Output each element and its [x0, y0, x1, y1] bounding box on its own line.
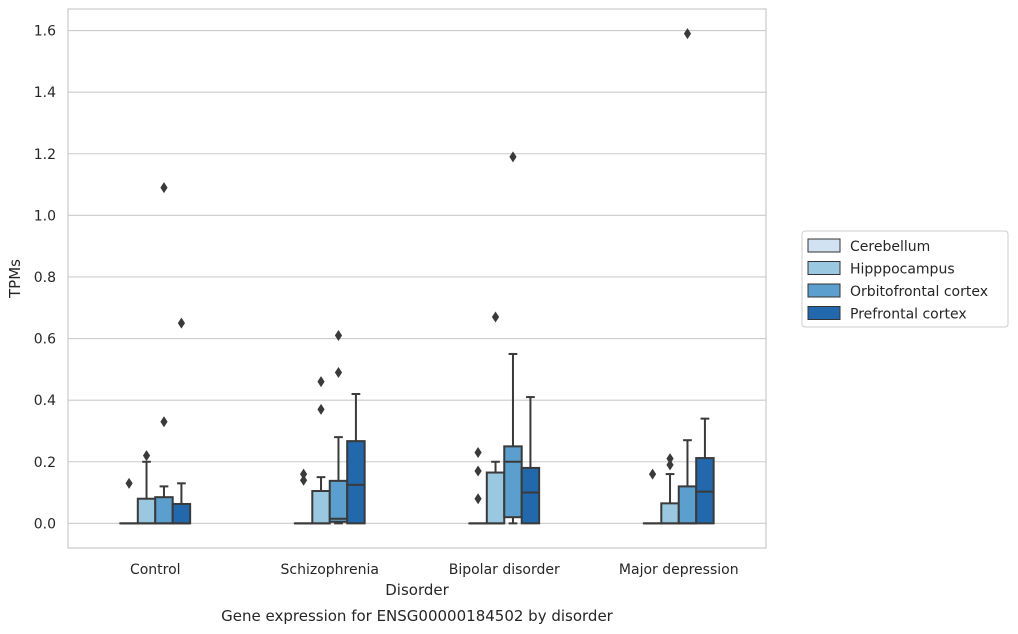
y-tick-label: 1.0 — [34, 208, 56, 224]
y-tick-label: 1.2 — [34, 147, 56, 163]
box-body — [171, 502, 192, 525]
box-2-1 — [328, 329, 349, 525]
x-tick-label: Schizophrenia — [281, 562, 379, 578]
outlier-point — [666, 459, 674, 471]
y-tick-label: 1.4 — [34, 85, 56, 101]
y-tick-label: 0.6 — [34, 332, 56, 348]
box-1-2 — [485, 311, 506, 525]
chart-caption: Gene expression for ENSG00000184502 by d… — [221, 607, 614, 625]
box-1-0 — [136, 450, 157, 525]
outlier-point — [474, 493, 482, 505]
box-body — [154, 496, 174, 525]
y-tick-label: 0.2 — [34, 455, 56, 471]
outlier-point — [474, 465, 482, 477]
box-0-1 — [293, 468, 314, 525]
box-3-2 — [520, 396, 541, 525]
legend-swatch — [807, 283, 841, 298]
x-axis-ticks: Control Schizophrenia Bipolar disorder Majo… — [130, 562, 739, 578]
legend-label: Hipppocampus — [850, 262, 955, 278]
box-body — [520, 466, 541, 525]
outlier-point — [666, 453, 674, 465]
legend: Cerebellum Hipppocampus Orbitofrontal cort… — [801, 230, 1009, 328]
outlier-point — [334, 329, 343, 341]
box-body — [660, 502, 680, 525]
legend-swatch — [807, 306, 841, 320]
legend-frame — [801, 230, 1009, 328]
outlier-point — [177, 317, 186, 329]
box-0-3 — [642, 468, 663, 525]
outlier-point — [125, 477, 133, 489]
box-1-3 — [660, 453, 680, 525]
outlier-point — [317, 376, 325, 388]
x-tick-label: Bipolar disorder — [449, 562, 560, 578]
x-tick-label: Major depression — [619, 562, 739, 578]
box-2-2 — [503, 151, 523, 525]
box-body — [346, 440, 366, 525]
legend-swatch — [807, 261, 841, 275]
box-2-0 — [154, 182, 174, 525]
outlier-point — [317, 403, 325, 415]
box-0-2 — [468, 447, 488, 525]
y-axis-ticks: 0.0 0.2 0.4 0.6 0.8 1.0 1.2 1.4 1.6 — [34, 24, 56, 533]
box-3-3 — [695, 417, 715, 525]
outlier-point — [142, 450, 151, 462]
box-body — [503, 445, 523, 519]
outlier-point — [299, 468, 308, 480]
grid — [68, 30, 766, 524]
x-tick-label: Control — [130, 562, 181, 578]
box-1-1 — [311, 376, 331, 525]
y-axis-label: TPMs — [6, 259, 24, 299]
y-tick-label: 1.6 — [34, 24, 56, 40]
box-0-0 — [119, 477, 139, 525]
outlier-point — [648, 468, 657, 480]
box-3-1 — [346, 393, 366, 525]
plot-frame — [67, 8, 767, 549]
outlier-point — [160, 182, 168, 194]
box-body — [677, 485, 698, 525]
box-body — [136, 497, 157, 525]
box-body — [311, 490, 331, 525]
outlier-point — [509, 151, 517, 163]
box-body — [328, 479, 349, 523]
box-2-3 — [677, 28, 698, 525]
legend-label: Prefrontal cortex — [850, 307, 967, 323]
legend-swatch — [807, 238, 841, 253]
y-tick-label: 0.0 — [34, 516, 56, 532]
box-3-0 — [171, 317, 192, 525]
outlier-point — [299, 474, 308, 486]
outlier-point — [683, 28, 692, 40]
outlier-point — [334, 366, 343, 378]
legend-label: Orbitofrontal cortex — [850, 284, 988, 300]
boxes — [119, 28, 715, 525]
y-tick-label: 0.8 — [34, 270, 56, 286]
legend-label: Cerebellum — [850, 239, 930, 255]
outlier-point — [160, 416, 168, 428]
y-tick-label: 0.4 — [34, 393, 56, 409]
x-axis-label: Disorder — [385, 581, 449, 599]
outlier-point — [491, 311, 500, 323]
box-body — [485, 471, 506, 525]
outlier-point — [474, 447, 482, 459]
